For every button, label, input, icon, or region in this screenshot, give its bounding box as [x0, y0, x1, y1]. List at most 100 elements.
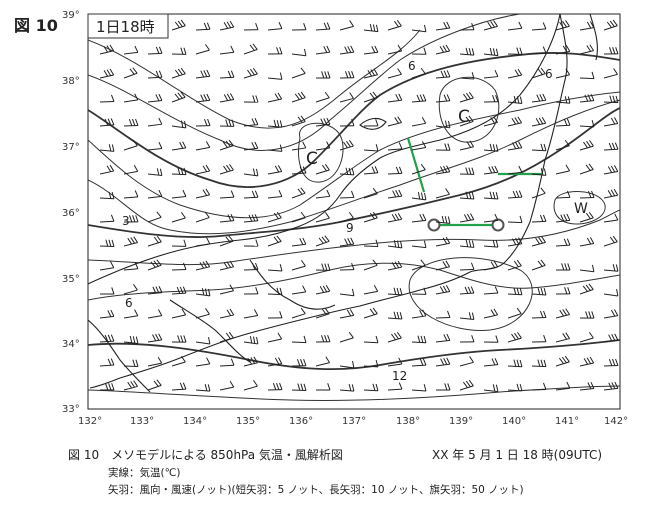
wind-barb [339, 331, 354, 343]
wind-barb [483, 213, 499, 223]
wind-barb [603, 213, 619, 223]
wind-barb [579, 283, 594, 295]
wind-barb [315, 141, 331, 151]
wind-barb [555, 190, 571, 199]
wind-barb [99, 309, 115, 319]
wind-barb [363, 68, 379, 79]
wind-barb [147, 168, 163, 177]
wind-barb [267, 144, 283, 152]
wind-barb [339, 167, 355, 176]
wind-barb [483, 260, 499, 271]
wind-barb [99, 358, 115, 367]
wind-barb [99, 239, 115, 248]
wind-barb [267, 189, 283, 199]
wind-barb [483, 286, 499, 295]
wind-barb [507, 116, 523, 127]
wind-barb [483, 165, 499, 175]
wind-barb [315, 263, 331, 271]
wind-barb [387, 240, 403, 249]
wind-barb [387, 287, 403, 296]
wind-barb [435, 188, 450, 199]
wind-barb [219, 380, 235, 391]
wind-barb [531, 46, 547, 55]
wind-barb [219, 164, 234, 175]
wind-barb [267, 92, 283, 103]
wind-barb [267, 311, 283, 319]
wind-barb [243, 168, 259, 177]
wind-barb [219, 70, 235, 79]
wind-barb [579, 120, 595, 128]
wind-barb [315, 284, 331, 295]
wind-barb [459, 47, 475, 56]
wind-barb [579, 21, 595, 31]
wind-barb [195, 308, 210, 319]
wind-barb [219, 139, 234, 151]
lat-tick-label: 37° [62, 142, 80, 153]
wind-barb [387, 116, 402, 127]
wind-barb [387, 382, 403, 391]
wind-barb [411, 213, 427, 223]
wind-barb [99, 144, 115, 152]
wind-barb [123, 359, 139, 367]
wind-barb [291, 307, 306, 319]
time-box-label: 1日18時 [96, 18, 155, 36]
wind-barb [363, 383, 379, 392]
wind-barb [603, 358, 619, 367]
wind-barb [99, 68, 115, 79]
wind-barb [363, 285, 379, 295]
wind-barb [363, 307, 378, 319]
lon-tick-label: 132° [78, 416, 102, 427]
wind-barb [555, 68, 571, 79]
wind-barb [291, 91, 306, 103]
wind-barb [507, 190, 523, 199]
lat-tick-label: 38° [62, 76, 80, 87]
wind-barb [459, 335, 475, 343]
wind-barb [435, 383, 451, 391]
wind-barb [459, 23, 475, 31]
wind-barb [99, 164, 115, 175]
wind-barb [147, 259, 162, 271]
wind-barb [555, 118, 571, 127]
wind-barb [507, 95, 523, 104]
wind-barb [435, 357, 451, 367]
wind-barb [315, 45, 331, 55]
wind-barb [291, 335, 307, 344]
wind-barb [219, 235, 234, 247]
caption-datetime: XX 年 5 月 1 日 18 時(09UTC) [432, 448, 603, 462]
wind-barb [579, 332, 594, 343]
wind-barb [123, 190, 139, 199]
wind-barb [147, 70, 163, 79]
wind-barb [243, 336, 259, 345]
wind-barb [267, 47, 283, 55]
wind-barb [339, 190, 355, 199]
wind-barb [123, 93, 139, 103]
wind-barb [459, 72, 475, 80]
wind-barb [147, 141, 163, 151]
wind-barb [507, 332, 522, 343]
wind-barb [387, 311, 403, 320]
wind-barb [459, 356, 474, 367]
caption-title: 図 10 メソモデルによる 850hPa 気温・風解析図 [68, 448, 343, 462]
time-box [87, 13, 169, 39]
wind-barb [387, 357, 403, 367]
wind-barb [579, 237, 595, 247]
wind-barb [435, 215, 451, 224]
wind-barb [267, 332, 283, 343]
wind-barb [171, 19, 186, 31]
wind-barb [291, 48, 307, 57]
wind-barb [555, 20, 570, 31]
wind-barb [531, 168, 547, 176]
wind-barb [579, 163, 594, 175]
wind-barb [99, 287, 115, 295]
wind-barb [171, 308, 187, 319]
wind-barb [219, 284, 235, 295]
wind-barb [315, 307, 330, 319]
wind-barb [555, 164, 571, 175]
wind-barb [243, 214, 259, 223]
wind-barb [219, 190, 235, 199]
wind-barb [267, 22, 283, 31]
wind-barb [243, 118, 259, 127]
wind-barb [435, 310, 451, 319]
wind-barb [411, 384, 427, 392]
wind-barb [411, 259, 426, 271]
